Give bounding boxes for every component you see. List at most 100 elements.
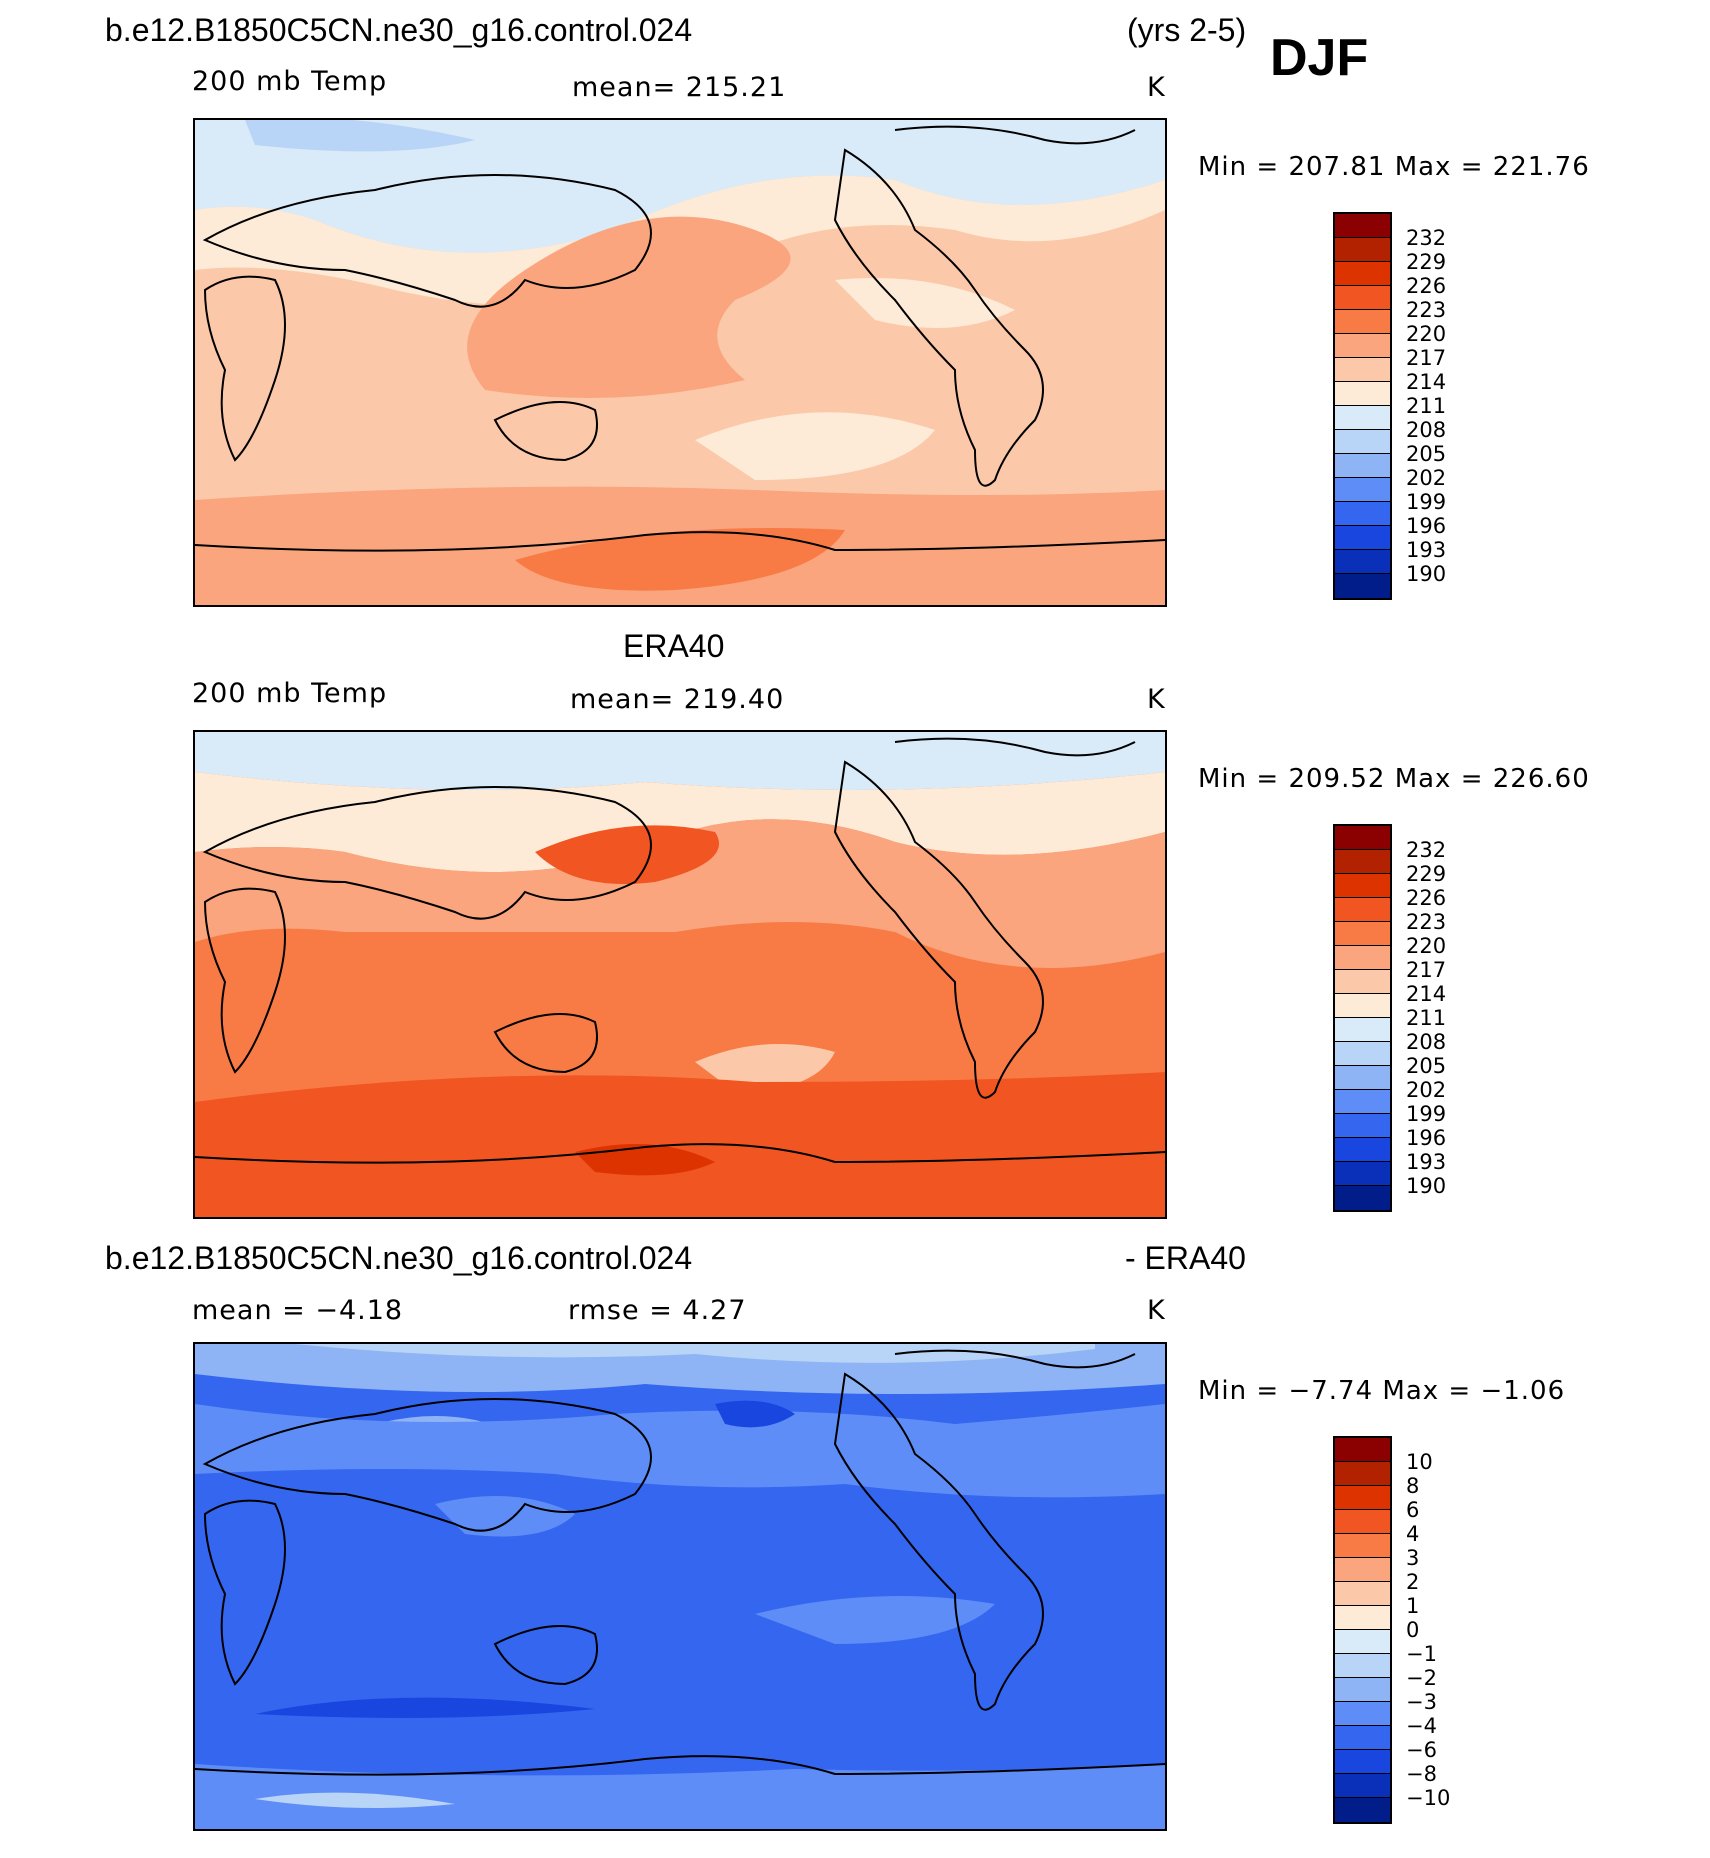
colorbar-label: 226 [1406,274,1447,298]
colorbar-label: 208 [1406,1030,1447,1054]
colorbar-label: 214 [1406,982,1447,1006]
colorbar-label: 196 [1406,1126,1447,1150]
colorbar-swatch [1335,1486,1390,1510]
panel1-map [193,118,1167,607]
panel2-minmax: Min = 209.52 Max = 226.60 [1198,764,1590,794]
colorbar-label: 199 [1406,1102,1447,1126]
panel2-units: K [1147,684,1166,715]
panel3-contour-field [195,1344,1165,1829]
colorbar-label: −6 [1406,1738,1437,1762]
colorbar-swatch [1335,1090,1390,1114]
colorbar-swatch [1335,970,1390,994]
colorbar-swatch [1335,1018,1390,1042]
panel2-contour-field [195,732,1165,1217]
panel3-title-right: - ERA40 [1125,1240,1246,1276]
colorbar-label: 202 [1406,1078,1447,1102]
colorbar-swatch [1335,1630,1390,1654]
colorbar-swatch [1335,1534,1390,1558]
colorbar-label: 193 [1406,1150,1447,1174]
colorbar-label: 208 [1406,418,1447,442]
colorbar-swatch [1335,1138,1390,1162]
colorbar-label: 217 [1406,958,1447,982]
colorbar-swatch [1335,478,1390,502]
colorbar-swatch [1335,1558,1390,1582]
colorbar-swatch [1335,214,1390,238]
colorbar-swatch [1335,262,1390,286]
panel3-coastlines [195,1349,1165,1776]
colorbar-swatch [1335,850,1390,874]
colorbar-swatch [1335,334,1390,358]
colorbar-label: 214 [1406,370,1447,394]
colorbar-label: 232 [1406,838,1447,862]
colorbar-label: 211 [1406,1006,1447,1030]
colorbar-swatch [1335,286,1390,310]
colorbar-label: 2 [1406,1570,1420,1594]
panel2-map [193,730,1167,1219]
colorbar-swatch [1335,238,1390,262]
case-title: b.e12.B1850C5CN.ne30_g16.control.024 [105,12,693,48]
colorbar-swatch [1335,1798,1390,1822]
colorbar-label: −1 [1406,1642,1437,1666]
colorbar-swatch [1335,406,1390,430]
colorbar-swatch [1335,1774,1390,1798]
colorbar-swatch [1335,1678,1390,1702]
colorbar-swatch [1335,454,1390,478]
colorbar-label: 190 [1406,1174,1447,1198]
colorbar-swatch [1335,1510,1390,1534]
colorbar-swatch [1335,1042,1390,1066]
colorbar-swatch [1335,550,1390,574]
panel2-mean: mean= 219.40 [570,684,785,715]
colorbar-label: 220 [1406,322,1447,346]
colorbar-swatch [1335,922,1390,946]
colorbar-label: 229 [1406,862,1447,886]
colorbar-swatch [1335,1654,1390,1678]
colorbar-label: 196 [1406,514,1447,538]
panel3-title-left: b.e12.B1850C5CN.ne30_g16.control.024 [105,1240,693,1276]
colorbar-swatch [1335,358,1390,382]
colorbar-swatch [1335,502,1390,526]
colorbar-swatch [1335,1606,1390,1630]
panel3-units: K [1147,1295,1166,1326]
colorbar-label: 1 [1406,1594,1420,1618]
colorbar-label: 223 [1406,298,1447,322]
colorbar-label: 10 [1406,1450,1433,1474]
season-label: DJF [1270,29,1369,87]
colorbar-label: 190 [1406,562,1447,586]
panel2-variable: 200 mb Temp [192,678,388,709]
colorbar-swatch [1335,1186,1390,1210]
colorbar-swatch [1335,574,1390,598]
colorbar-label: 205 [1406,1054,1447,1078]
colorbar-swatch [1335,1726,1390,1750]
colorbar-label: 220 [1406,934,1447,958]
colorbar-label: 0 [1406,1618,1420,1642]
colorbar-swatch [1335,526,1390,550]
colorbar-label: 232 [1406,226,1447,250]
panel3-rmse: rmse = 4.27 [568,1295,747,1326]
colorbar-label: 6 [1406,1498,1420,1522]
colorbar-swatch [1335,826,1390,850]
colorbar-label: 199 [1406,490,1447,514]
colorbar-swatch [1335,1462,1390,1486]
colorbar-label: 226 [1406,886,1447,910]
colorbar-swatch [1335,874,1390,898]
colorbar-swatch [1335,1162,1390,1186]
colorbar-swatch [1335,1582,1390,1606]
colorbar-label: 205 [1406,442,1447,466]
colorbar-swatch [1335,1114,1390,1138]
colorbar-swatch [1335,430,1390,454]
colorbar-label: 202 [1406,466,1447,490]
panel1-contour-field [195,120,1165,605]
panel2-coastlines [195,737,1165,1164]
colorbar-swatch [1335,946,1390,970]
colorbar-label: 4 [1406,1522,1420,1546]
colorbar-swatch [1335,1438,1390,1462]
panel3-minmax: Min = −7.74 Max = −1.06 [1198,1376,1566,1406]
colorbar-swatch [1335,310,1390,334]
colorbar-label: −8 [1406,1762,1437,1786]
colorbar-swatch [1335,1750,1390,1774]
panel1-minmax: Min = 207.81 Max = 221.76 [1198,152,1590,182]
colorbar-label: −10 [1406,1786,1451,1810]
colorbar-label: 3 [1406,1546,1420,1570]
panel1-mean: mean= 215.21 [572,72,787,103]
years-label: (yrs 2-5) [1127,12,1247,48]
